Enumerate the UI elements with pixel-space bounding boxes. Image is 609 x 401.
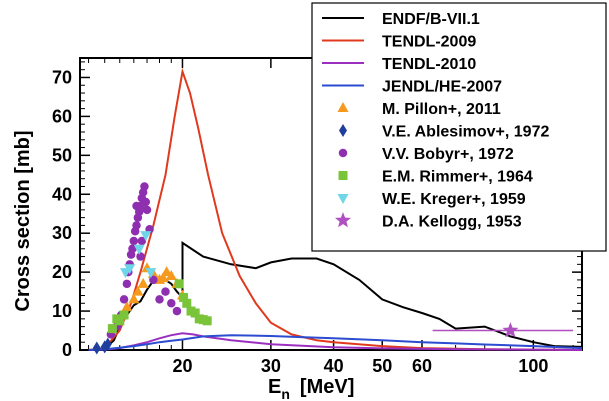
legend-label: M. Pillon+, 2011 [382,101,501,118]
legend-label: W.E. Kreger+, 1959 [382,191,526,208]
data-point-w-e-kreger-1959 [124,264,136,275]
x-tick-labels: 20 30 40 50 60 100 [172,356,548,376]
y-tick-labels: 0 10 20 30 40 50 60 70 [52,67,72,360]
y-tick-label: 40 [52,184,72,204]
data-point-v-v-bobyr-1972 [128,244,137,254]
y-tick-label: 10 [52,301,72,321]
data-point-v-v-bobyr-1972 [142,205,152,215]
x-tick-label: 40 [324,356,344,376]
data-point-e-m-rimmer-1964 [115,316,125,326]
data-point-e-m-rimmer-1964 [107,324,117,334]
x-axis-title-subscript: n [281,386,290,401]
data-point-v-v-bobyr-1972 [132,201,141,211]
legend-box [311,2,607,252]
legend-label: TENDL-2010 [382,56,476,73]
data-point-v-v-bobyr-1972 [161,287,170,296]
legend-label: D.A. Kellogg, 1953 [382,214,522,231]
y-axis: Cross section [mb] 0 10 20 30 40 50 60 70 [12,67,72,360]
data-point-v-e-ablesimov-1972 [92,341,101,355]
data-point-e-m-rimmer-1964 [182,298,192,308]
x-axis-title-unit: [MeV] [300,376,354,398]
legend-swatch-marker [339,124,347,137]
x-axis-title: En [MeV] [268,376,354,401]
data-point-v-e-ablesimov-1972 [103,337,112,351]
data-point-w-e-kreger-1959 [140,231,152,242]
y-tick-label: 0 [62,340,72,360]
data-point-e-m-rimmer-1964 [202,316,212,326]
data-point-v-v-bobyr-1972 [129,236,139,246]
data-point-v-v-bobyr-1972 [137,236,147,246]
legend-swatch-marker [337,194,349,204]
legend-label: JENDL/HE-2007 [382,79,502,96]
x-axis-title-main: E [268,376,281,398]
data-point-e-m-rimmer-1964 [119,310,129,320]
y-tick-label: 70 [52,67,72,87]
data-point-e-m-rimmer-1964 [190,308,200,318]
y-tick-label: 50 [52,145,72,165]
legend-label: E.M. Rimmer+, 1964 [382,169,533,186]
data-point-v-v-bobyr-1972 [172,306,182,316]
data-point-m-pillon-2011 [165,270,177,281]
legend-swatch-marker [338,148,348,158]
y-tick-label: 20 [52,262,72,282]
data-point-d-a-kellogg-1953 [502,322,519,338]
x-tick-label: 50 [372,356,392,376]
legend-swatch-marker [338,171,348,180]
data-point-v-v-bobyr-1972 [149,275,158,285]
data-point-e-m-rimmer-1964 [174,279,184,289]
plot-area [79,57,583,355]
data-point-v-v-bobyr-1972 [122,279,132,289]
data-point-v-v-bobyr-1972 [140,182,149,191]
x-tick-label: 100 [518,356,548,376]
data-point-w-e-kreger-1959 [145,268,157,279]
x-tick-label: 60 [412,356,432,376]
legend-label: V.E. Ablesimov+, 1972 [382,124,549,141]
series-line-endf-b-vii-1 [93,241,583,351]
data-point-e-m-rimmer-1964 [179,292,189,302]
legend-items: ENDF/B-VII.1 TENDL-2009 TENDL-2010 JENDL/HE… [322,11,549,231]
y-tick-label: 30 [52,223,72,243]
data-point-v-v-bobyr-1972 [136,252,145,261]
series-line-tendl-2009 [88,67,583,351]
data-point-v-v-bobyr-1972 [119,295,129,304]
evaluation-lines [88,67,583,351]
legend-swatch-marker [335,212,351,228]
y-tick-label: 60 [52,106,72,126]
data-point-m-pillon-2011 [121,301,133,312]
y-axis-title: Cross section [mb] [12,130,34,311]
x-tick-label: 30 [261,356,281,376]
legend-label: TENDL-2009 [382,34,476,51]
x-tick-label: 20 [172,356,192,376]
data-point-w-e-kreger-1959 [133,244,145,255]
data-point-v-v-bobyr-1972 [167,299,176,308]
x-axis: 20 30 40 50 60 100 En [MeV] [172,356,548,401]
legend-label: ENDF/B-VII.1 [382,11,480,28]
data-point-m-pillon-2011 [132,285,144,296]
data-point-m-pillon-2011 [157,271,169,282]
legend: ENDF/B-VII.1 TENDL-2009 TENDL-2010 JENDL/HE… [311,2,607,252]
legend-swatch-marker [337,102,349,112]
legend-label: V.V. Bobyr+, 1972 [382,146,514,163]
data-point-v-v-bobyr-1972 [141,197,151,207]
data-point-m-pillon-2011 [128,293,140,304]
experimental-points [92,182,574,355]
series-line-jendl-he-2007 [88,334,583,351]
data-point-v-v-bobyr-1972 [132,221,141,230]
data-point-v-v-bobyr-1972 [155,295,164,304]
data-point-m-pillon-2011 [137,277,149,288]
